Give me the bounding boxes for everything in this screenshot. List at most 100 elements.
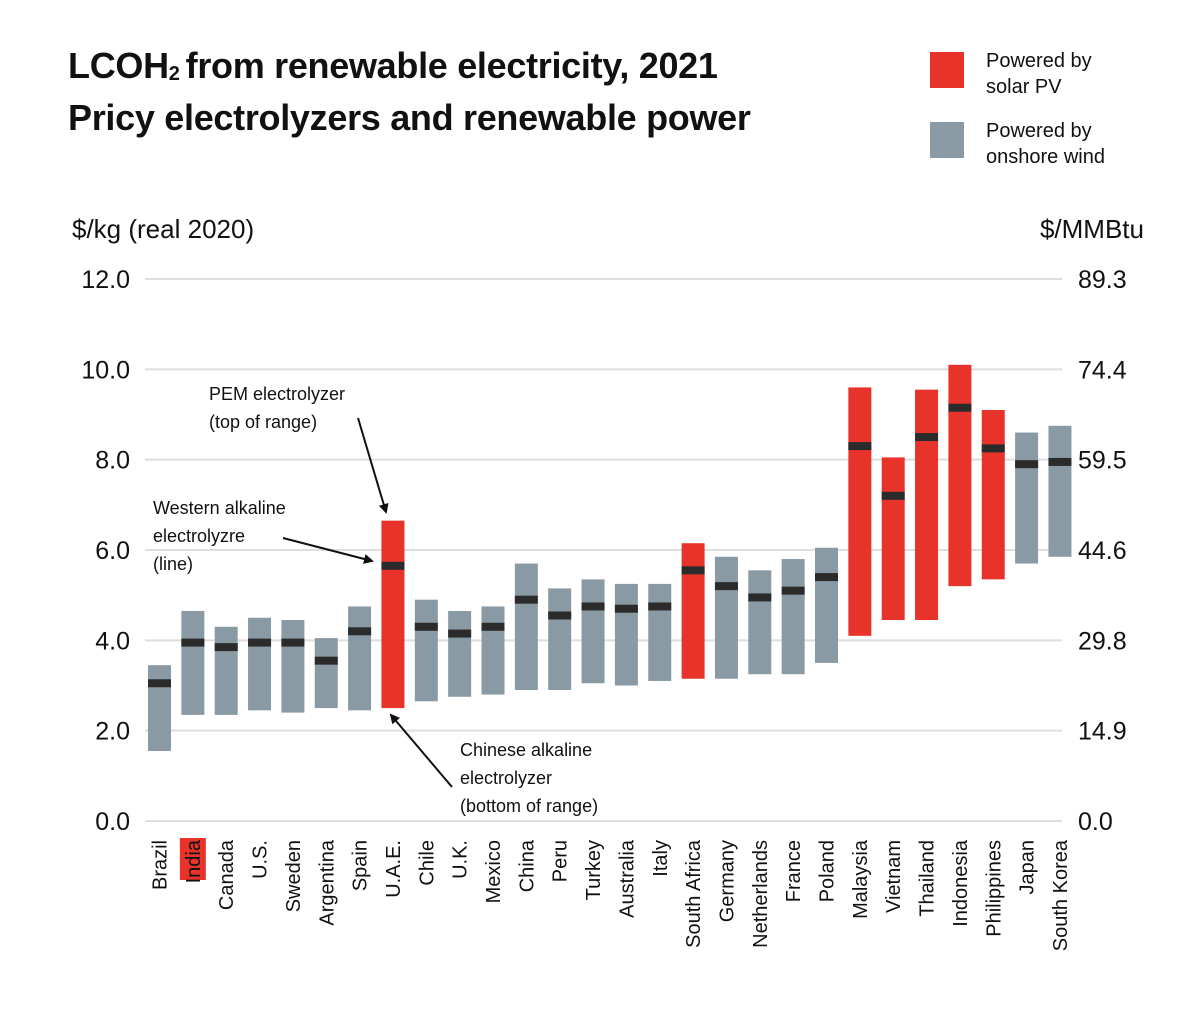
y-tick-label-left: 6.0 xyxy=(95,537,130,565)
western-alkaline-marker xyxy=(248,638,272,647)
western-alkaline-marker xyxy=(548,611,572,620)
annotation-chinese-text: Chinese alkaline xyxy=(460,740,592,760)
western-alkaline-marker xyxy=(581,602,605,611)
x-tick-label: Malaysia xyxy=(850,839,872,919)
y-tick-label-right: 74.4 xyxy=(1078,356,1127,384)
x-tick-label: U.S. xyxy=(250,840,272,879)
western-alkaline-marker xyxy=(281,638,305,647)
western-alkaline-marker xyxy=(181,638,205,647)
western-alkaline-marker xyxy=(414,622,438,631)
range-bar-u-k- xyxy=(448,610,472,697)
range-bar-argentina xyxy=(314,638,338,709)
y-tick-label-left: 8.0 xyxy=(95,447,130,475)
legend-swatch-solar xyxy=(930,52,964,88)
range-bar-india xyxy=(181,610,205,715)
x-tick-label: Poland xyxy=(817,840,839,902)
range-bar-china xyxy=(514,563,538,691)
x-tick-label: Thailand xyxy=(917,840,939,917)
legend-item-wind: Powered by onshore wind xyxy=(930,118,1146,170)
range-bar-sweden xyxy=(281,620,305,713)
annotation-pem-arrow xyxy=(357,417,389,514)
y-tick-label-right: 29.8 xyxy=(1078,627,1127,655)
western-alkaline-marker xyxy=(148,679,171,688)
range-bar-australia xyxy=(614,583,638,686)
range-bar-malaysia xyxy=(848,387,872,636)
range-bar-indonesia xyxy=(948,364,972,587)
range-bar-thailand xyxy=(915,389,939,621)
x-tick-label: Germany xyxy=(716,840,738,922)
range-bar-chile xyxy=(414,599,438,702)
western-alkaline-marker xyxy=(614,604,638,613)
western-alkaline-marker xyxy=(681,566,705,575)
y-tick-label-left: 12.0 xyxy=(81,266,130,294)
x-tick-label: France xyxy=(783,840,805,902)
range-bar-canada xyxy=(214,626,238,715)
x-tick-label: Vietnam xyxy=(883,840,905,913)
x-tick-label: India xyxy=(183,839,205,883)
x-tick-label: China xyxy=(516,839,538,892)
range-bar-u-s- xyxy=(248,617,272,711)
legend-item-solar: Powered by solar PV xyxy=(930,48,1146,100)
range-bar-spain xyxy=(348,606,372,711)
western-alkaline-marker xyxy=(514,595,538,604)
western-alkaline-marker xyxy=(214,643,238,652)
x-tick-label: Australia xyxy=(616,839,638,918)
x-tick-label: Canada xyxy=(216,839,238,910)
range-bar-u-a-e- xyxy=(381,520,405,709)
western-alkaline-marker xyxy=(781,586,805,595)
annotation-western-text: electrolyzre xyxy=(153,526,245,546)
annotation-pem-text: (top of range) xyxy=(209,412,317,432)
x-tick-label: Netherlands xyxy=(750,840,772,948)
annotation-pem-text: PEM electrolyzer xyxy=(209,384,345,404)
western-alkaline-marker xyxy=(381,561,405,570)
range-bar-brazil xyxy=(148,665,171,751)
western-alkaline-marker xyxy=(915,433,939,442)
title-line-1: LCOH2 from renewable electricity, 2021 xyxy=(68,45,718,86)
y-tick-label-right: 44.6 xyxy=(1078,537,1127,565)
x-tick-label: Japan xyxy=(1017,840,1039,895)
western-alkaline-marker xyxy=(881,491,905,500)
x-tick-label: Chile xyxy=(416,840,438,886)
y-axis-unit-right: $/MMBtu xyxy=(1039,214,1144,244)
legend-label-wind: Powered by onshore wind xyxy=(986,120,1105,168)
x-tick-label: Indonesia xyxy=(950,839,972,927)
range-bar-peru xyxy=(548,588,572,691)
western-alkaline-marker xyxy=(948,403,972,412)
x-tick-label: Philippines xyxy=(983,840,1005,937)
annotation-chinese-arrow xyxy=(389,713,453,788)
highlight-label-background xyxy=(179,838,206,880)
western-alkaline-marker xyxy=(481,622,505,631)
x-tick-label: U.K. xyxy=(450,840,472,879)
y-tick-label-right: 14.9 xyxy=(1078,718,1127,746)
annotation-chinese-text: electrolyzer xyxy=(460,768,552,788)
x-tick-label: Peru xyxy=(550,840,572,882)
range-bar-france xyxy=(781,559,805,675)
western-alkaline-marker xyxy=(348,627,372,636)
title-line-2: Pricy electrolyzers and renewable power xyxy=(68,97,751,138)
y-tick-label-right: 59.5 xyxy=(1078,447,1127,475)
x-tick-label: Argentina xyxy=(316,839,338,925)
annotation-western-arrow xyxy=(282,537,374,564)
x-tick-label: Mexico xyxy=(483,840,505,903)
annotation-chinese-text: (bottom of range) xyxy=(460,796,598,816)
x-tick-label: Spain xyxy=(350,840,372,891)
range-bar-italy xyxy=(648,583,672,681)
annotation-western-text: (line) xyxy=(153,554,193,574)
range-bar-poland xyxy=(815,547,838,663)
y-tick-label-left: 2.0 xyxy=(95,718,130,746)
x-tick-label: South Korea xyxy=(1050,839,1072,951)
range-bar-japan xyxy=(1015,432,1039,564)
y-tick-label-right: 0.0 xyxy=(1078,808,1113,836)
x-tick-label: Italy xyxy=(650,840,672,877)
western-alkaline-marker xyxy=(748,593,772,602)
western-alkaline-marker xyxy=(815,573,838,582)
western-alkaline-marker xyxy=(314,656,338,665)
annotation-western-text: Western alkaline xyxy=(153,498,286,518)
x-tick-label: Sweden xyxy=(283,840,305,912)
range-bar-mexico xyxy=(481,606,505,695)
range-bar-germany xyxy=(714,556,738,679)
range-bar-south-korea xyxy=(1048,425,1072,557)
western-alkaline-marker xyxy=(1048,457,1072,466)
x-tick-label: South Africa xyxy=(683,839,705,948)
